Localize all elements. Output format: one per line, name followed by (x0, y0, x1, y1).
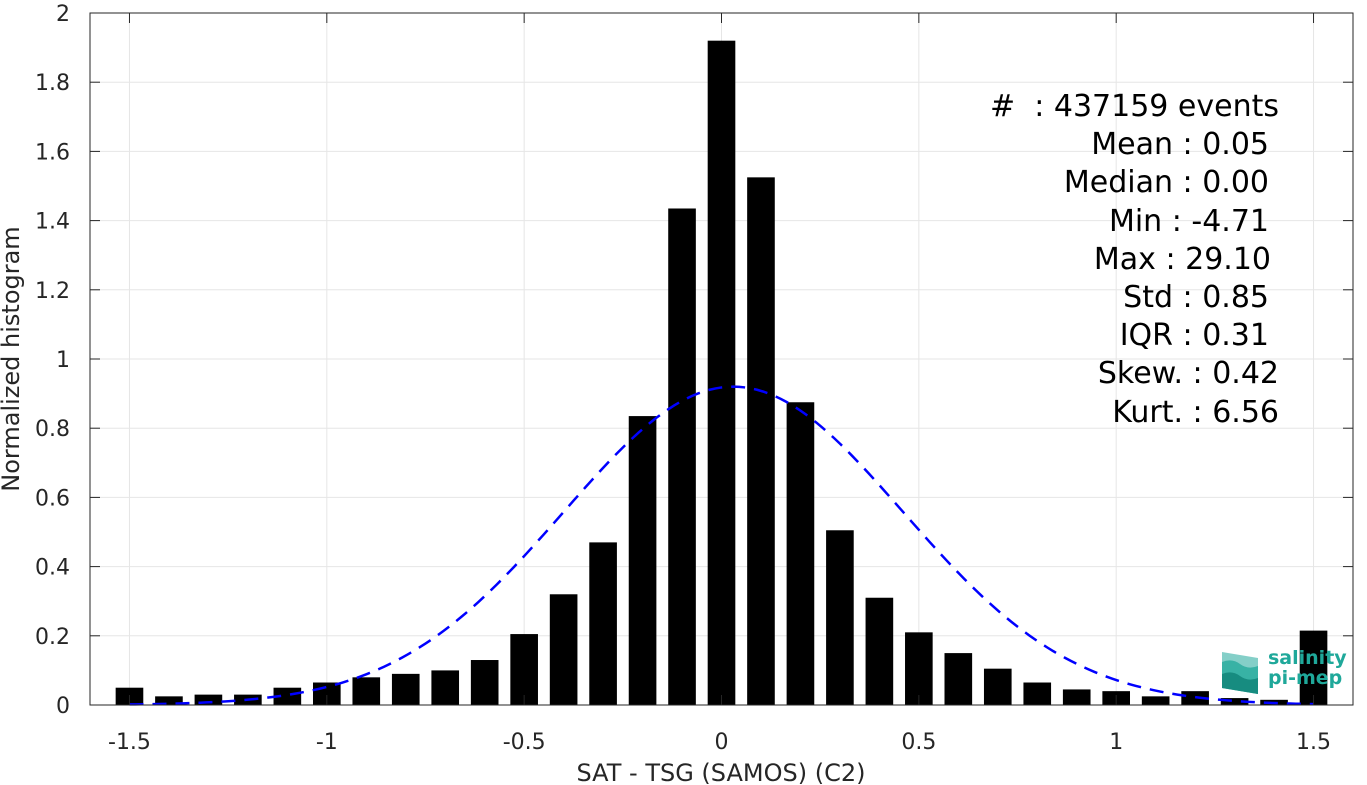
stat-min: Min : -4.71 (1108, 203, 1269, 239)
stat-iqr: IQR : 0.31 (1119, 318, 1269, 354)
y-tick-label: 0.6 (35, 486, 70, 511)
y-tick-label: 0.4 (35, 556, 70, 581)
x-axis-ticks: -1.5 -1 -0.5 0 0.5 1 1.5 (108, 13, 1331, 755)
histogram-bar (865, 597, 894, 705)
x-tick-label: 0.5 (901, 730, 936, 755)
x-tick-label: 1.5 (1296, 730, 1331, 755)
histogram-bar (431, 670, 460, 705)
statistics-box: # : 437159 events Mean : 0.05 Median : 0… (990, 88, 1279, 432)
histogram-bar (944, 653, 973, 705)
histogram-bar (983, 668, 1012, 705)
x-tick-label: -1.5 (108, 730, 151, 755)
stat-std: Std : 0.85 (1123, 280, 1269, 316)
y-tick-label: 1.6 (35, 140, 70, 165)
stat-count: # : 437159 events (990, 89, 1279, 124)
gaussian-fit-curve (129, 385, 1314, 706)
histogram-bar (786, 402, 815, 705)
logo-line1: salinity (1268, 647, 1347, 669)
x-tick-label: -1 (316, 730, 338, 755)
stat-median: Median : 0.00 (1063, 165, 1269, 201)
histogram-bar (470, 660, 499, 705)
y-tick-label: 0 (56, 694, 70, 719)
stat-max: Max : 29.10 (1093, 241, 1271, 277)
y-tick-label: 1.8 (35, 71, 70, 96)
histogram-bar (352, 677, 381, 705)
histogram-bar (1062, 689, 1091, 705)
stat-mean: Mean : 0.05 (1091, 127, 1269, 163)
x-axis-label: SAT - TSG (SAMOS) (C2) (577, 759, 866, 785)
histogram-bar (194, 694, 223, 705)
histogram-bar (707, 40, 736, 706)
histogram-bar (747, 177, 775, 706)
histogram-bar (905, 632, 933, 705)
y-tick-label: 0.8 (35, 417, 70, 442)
y-tick-label: 1.4 (35, 210, 70, 235)
logo-waves-icon (1222, 652, 1258, 694)
histogram-bar (1141, 696, 1170, 705)
logo-line2: pi-mep (1268, 667, 1343, 689)
x-tick-label: 0 (715, 730, 729, 755)
histogram-bar (549, 594, 578, 705)
x-tick-label: -0.5 (503, 730, 546, 755)
histogram-bar (510, 634, 538, 705)
x-tick-label: 1 (1109, 730, 1123, 755)
y-axis-ticks: 0 0.2 0.4 0.6 0.8 1 1.2 1.4 1.6 1.8 2 (35, 2, 1353, 719)
stat-skew: Skew. : 0.42 (1097, 356, 1279, 392)
y-tick-label: 1.2 (35, 279, 70, 304)
histogram-bar (391, 673, 420, 705)
histogram-bar (155, 696, 183, 705)
histogram-bar (1299, 630, 1328, 705)
histogram-bar (668, 208, 696, 706)
histogram-bar (1220, 698, 1249, 705)
histogram-bar (273, 687, 302, 705)
histogram-bar (589, 542, 617, 705)
histogram-bar (1023, 682, 1052, 705)
y-tick-label: 2 (56, 2, 70, 27)
histogram-bar (628, 416, 657, 705)
histogram-bar (826, 530, 854, 705)
y-tick-label: 0.2 (35, 625, 70, 650)
salinity-pimep-logo: salinity pi-mep (1218, 646, 1348, 696)
y-axis-label: Normalized histogram (0, 226, 25, 491)
y-tick-label: 1 (56, 348, 70, 373)
stat-kurt: Kurt. : 6.56 (1112, 394, 1279, 430)
